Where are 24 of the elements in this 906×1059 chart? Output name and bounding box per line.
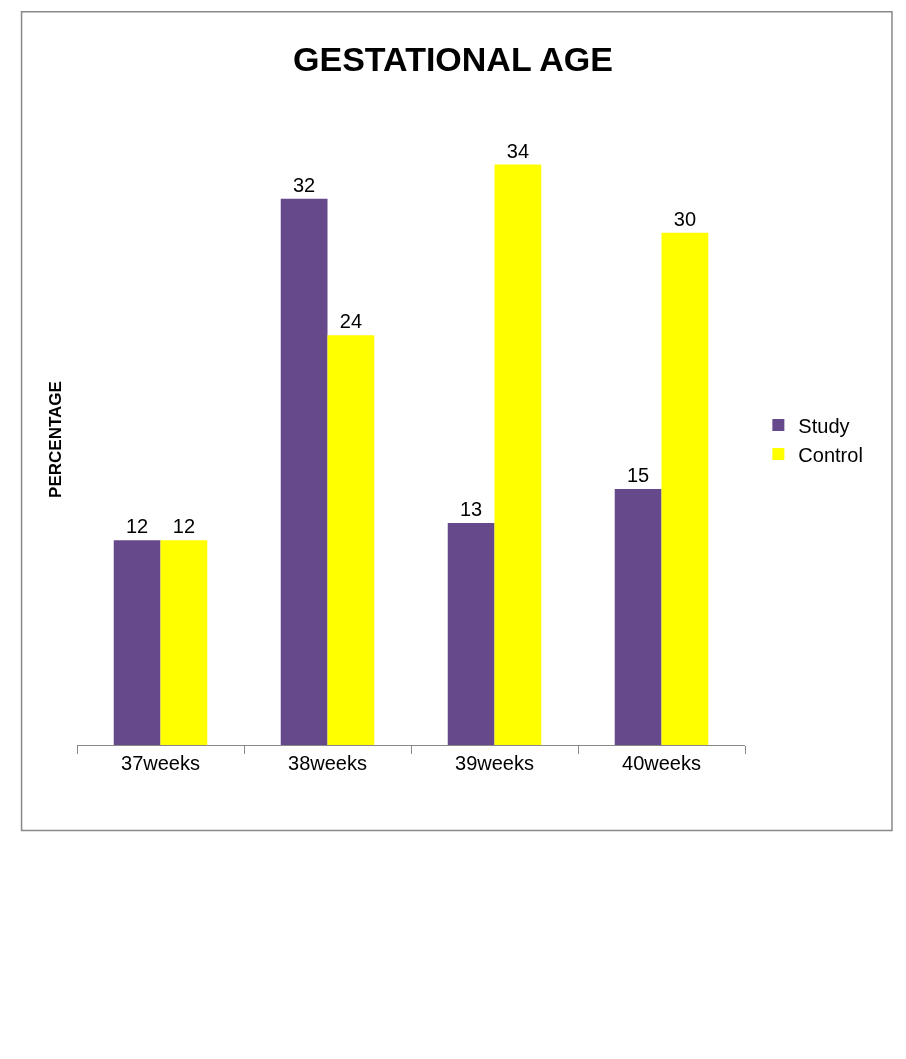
x-tick-label: 40weeks: [622, 752, 701, 774]
bar: [494, 164, 542, 745]
bar: [661, 232, 709, 745]
bar: [614, 488, 662, 745]
data-label: 24: [339, 310, 363, 333]
data-label: 15: [626, 463, 650, 486]
legend-label: Control: [798, 443, 863, 466]
bar: [113, 540, 161, 745]
chart-title: GESTATIONAL AGE: [293, 40, 613, 79]
bar: [447, 523, 495, 745]
x-tick-label: 39weeks: [455, 752, 534, 774]
data-label: 12: [125, 515, 149, 538]
y-axis-title: PERCENTAGE: [45, 381, 65, 498]
data-label: 13: [459, 498, 483, 521]
bar: [160, 540, 208, 745]
data-label: 30: [673, 207, 697, 230]
legend-label: Study: [798, 414, 850, 437]
x-tick-label: 37weeks: [121, 752, 200, 774]
x-tick-label: 38weeks: [288, 752, 367, 774]
data-label: 12: [172, 515, 196, 538]
bar: [280, 198, 328, 745]
data-label: 34: [506, 139, 530, 162]
bar: [327, 335, 375, 745]
data-label: 32: [292, 173, 316, 196]
